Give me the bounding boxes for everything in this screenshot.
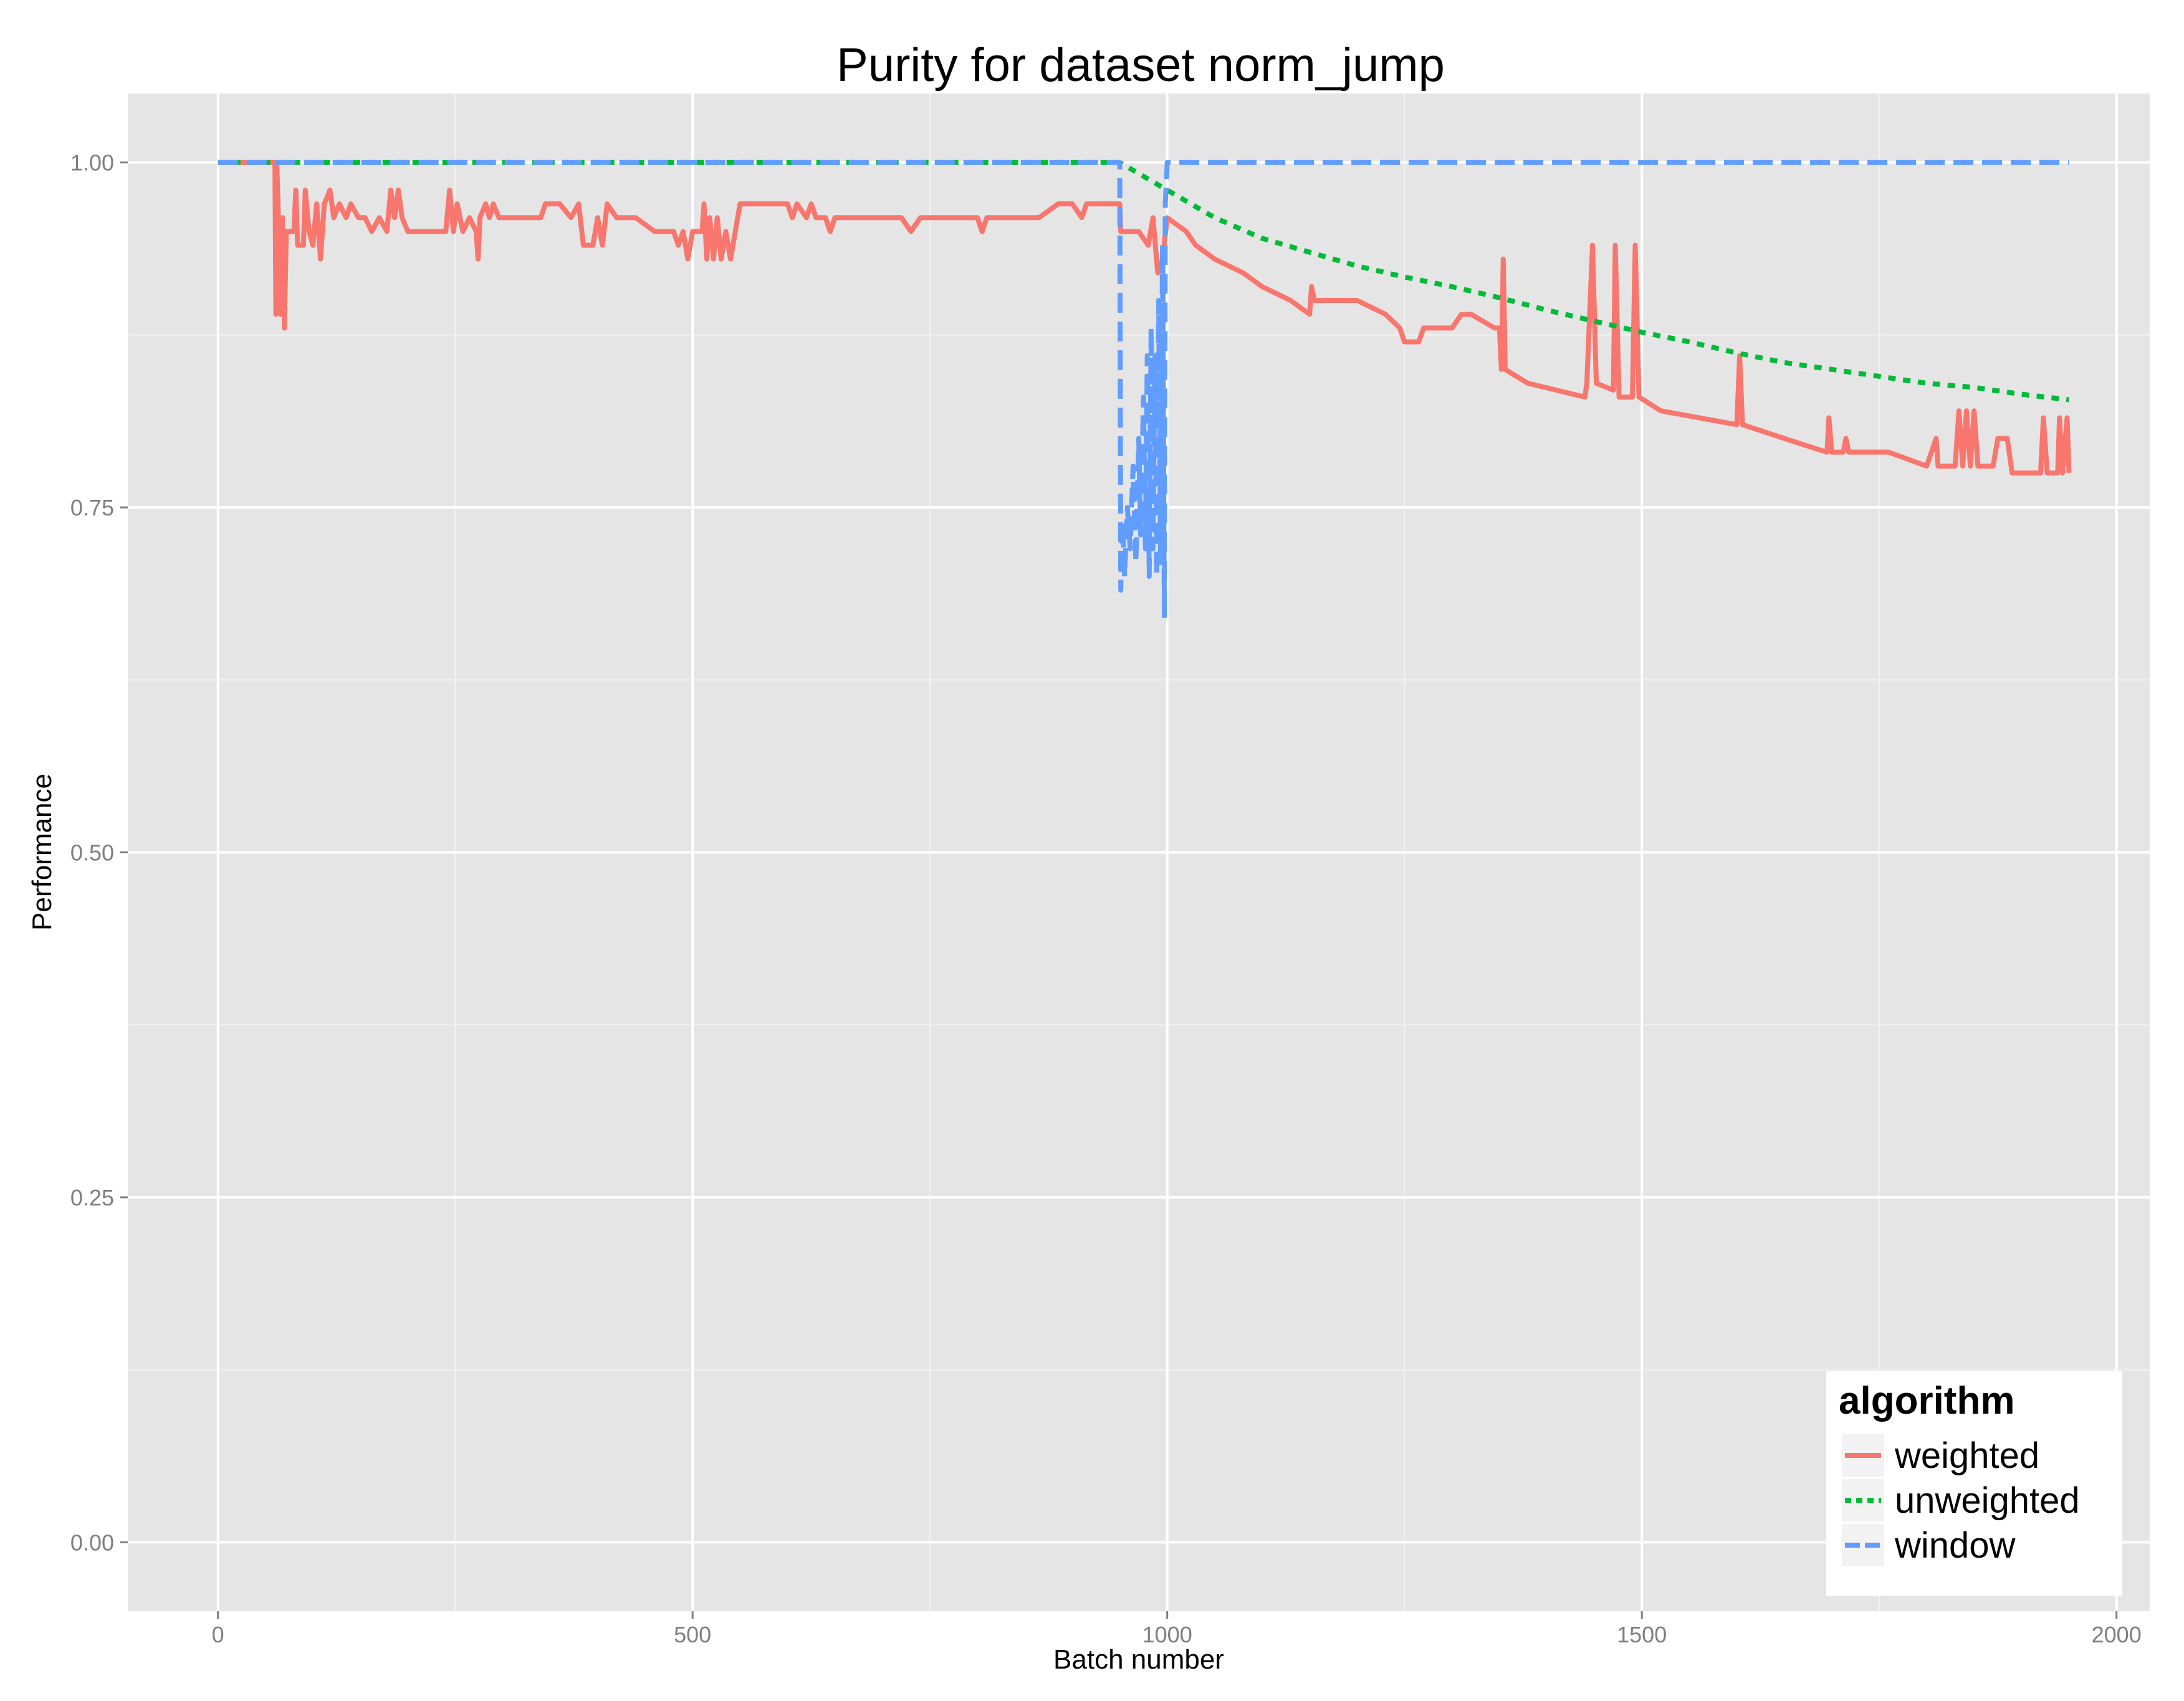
y-tick-label: 1.00 — [70, 150, 114, 176]
y-tick-label: 0.50 — [70, 840, 114, 866]
x-tick-label: 500 — [674, 1622, 711, 1647]
series-line-window — [218, 160, 2069, 621]
legend-title: algorithm — [1839, 1379, 2014, 1422]
y-tick-label: 0.75 — [70, 495, 114, 520]
legend-label-unweighted: unweighted — [1895, 1480, 2080, 1521]
y-tick-label: 0.25 — [70, 1185, 114, 1210]
legend-label-window: window — [1894, 1525, 2016, 1566]
x-axis-label: Batch number — [1053, 1644, 1224, 1675]
x-axis: 0 500 1000 1500 2000 — [212, 1611, 2142, 1647]
chart-title: Purity for dataset norm_jump — [836, 39, 1445, 92]
x-tick-label: 1000 — [1142, 1622, 1192, 1647]
y-axis: 0.00 0.25 0.50 0.75 1.00 — [70, 150, 128, 1555]
series-lines — [218, 160, 2072, 621]
y-tick-label: 0.00 — [70, 1530, 114, 1555]
x-tick-label: 0 — [212, 1622, 224, 1647]
series-line-unweighted — [218, 160, 2069, 403]
y-axis-label: Performance — [27, 774, 57, 931]
x-tick-label: 1500 — [1617, 1622, 1667, 1647]
x-tick-label: 2000 — [2092, 1622, 2142, 1647]
series-line-weighted — [218, 160, 2072, 476]
legend-label-weighted: weighted — [1894, 1435, 2039, 1476]
